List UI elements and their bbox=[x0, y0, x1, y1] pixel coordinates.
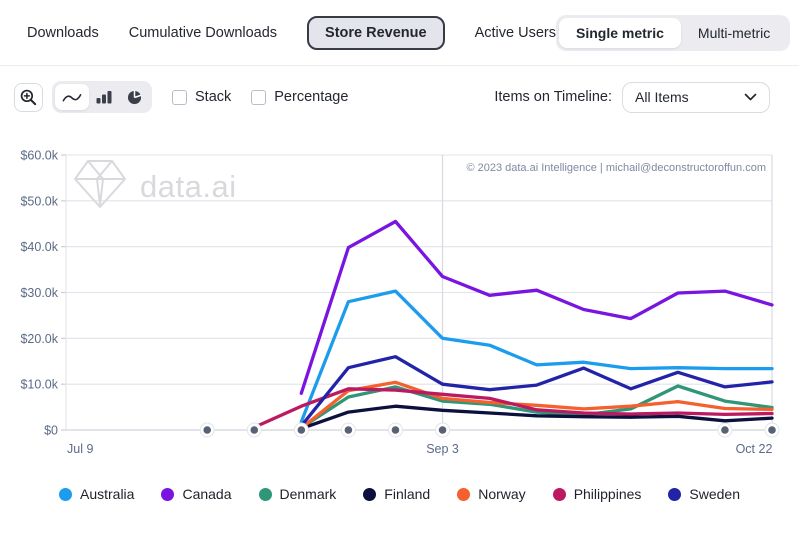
chart-toolbar: Stack Percentage Items on Timeline: All … bbox=[0, 66, 799, 128]
y-axis-label: $30.0k bbox=[20, 286, 58, 300]
metric-option-multi-metric[interactable]: Multi-metric bbox=[697, 24, 771, 41]
store-revenue-line-chart[interactable]: $60.0k $50.0k $40.0k $30.0k $20.0k $10.0k $0 da… bbox=[0, 145, 799, 465]
stack-label: Stack bbox=[195, 89, 232, 105]
legend-swatch-icon bbox=[668, 487, 682, 501]
line-chart-type-button[interactable] bbox=[55, 84, 89, 110]
legend-item-denmark[interactable]: Denmark bbox=[258, 486, 337, 502]
percentage-label: Percentage bbox=[274, 89, 349, 105]
chart-canvas: $60.0k $50.0k $40.0k $30.0k $20.0k $10.0k $0 da… bbox=[20, 149, 780, 456]
zoom-selection-button[interactable] bbox=[14, 82, 43, 112]
stack-option: Stack bbox=[172, 89, 231, 105]
timeline-marker-dot bbox=[344, 426, 353, 434]
timeline-marker-dot bbox=[203, 426, 211, 434]
timeline-marker-dot bbox=[768, 426, 776, 434]
copyright-text: © 2023 data.ai Intelligence | michail@de… bbox=[466, 162, 766, 174]
legend-label: Canada bbox=[182, 486, 232, 502]
legend-label: Sweden bbox=[689, 486, 740, 502]
legend-item-finland[interactable]: Finland bbox=[363, 486, 430, 502]
legend-swatch-icon bbox=[161, 487, 175, 501]
items-dropdown-value: All Items bbox=[635, 89, 689, 105]
items-on-timeline-label: Items on Timeline: bbox=[494, 89, 612, 105]
legend-label: Philippines bbox=[573, 486, 642, 502]
metric-tabs: Downloads Cumulative Downloads Store Reven… bbox=[27, 15, 556, 50]
series-line-finland bbox=[299, 404, 774, 431]
x-axis-label: Oct 22 bbox=[736, 442, 773, 456]
y-axis-label: $10.0k bbox=[20, 378, 58, 392]
timeline-marker-dot bbox=[391, 426, 400, 434]
legend-item-norway[interactable]: Norway bbox=[457, 486, 526, 502]
timeline-marker-dot bbox=[721, 426, 729, 434]
pie-chart-icon bbox=[127, 90, 141, 104]
legend-swatch-icon bbox=[363, 487, 377, 501]
series-line-canada bbox=[299, 219, 774, 395]
y-axis-label: $60.0k bbox=[20, 149, 58, 163]
legend-swatch-icon bbox=[552, 487, 566, 501]
tab-active-users[interactable]: Active Users bbox=[474, 24, 556, 41]
data-ai-logo-icon bbox=[74, 160, 126, 208]
legend-label: Finland bbox=[384, 486, 431, 502]
legend-swatch-icon bbox=[58, 487, 72, 501]
magnifier-plus-icon bbox=[20, 89, 37, 105]
legend-item-philippines[interactable]: Philippines bbox=[552, 486, 642, 502]
series-line-philippines bbox=[252, 387, 774, 429]
series-line-norway bbox=[299, 380, 774, 430]
watermark-text: data.ai bbox=[140, 169, 237, 204]
tab-downloads[interactable]: Downloads bbox=[27, 24, 99, 41]
timeline-marker-dot bbox=[438, 426, 447, 434]
y-axis-label: $0 bbox=[44, 424, 58, 438]
pie-chart-type-button[interactable] bbox=[119, 84, 149, 110]
x-axis-label: Jul 9 bbox=[67, 442, 93, 456]
bar-chart-type-button[interactable] bbox=[89, 84, 119, 110]
percentage-checkbox[interactable] bbox=[251, 89, 267, 105]
line-chart-icon bbox=[62, 93, 82, 101]
legend-label: Norway bbox=[478, 486, 526, 502]
legend-item-sweden[interactable]: Sweden bbox=[668, 486, 740, 502]
header-bar: Downloads Cumulative Downloads Store Reven… bbox=[0, 0, 799, 66]
timeline-marker-dot bbox=[297, 426, 306, 434]
y-axis-label: $50.0k bbox=[20, 194, 58, 208]
tab-store-revenue[interactable]: Store Revenue bbox=[307, 15, 445, 50]
stack-checkbox[interactable] bbox=[172, 89, 187, 105]
y-axis-label: $40.0k bbox=[20, 240, 58, 254]
legend-swatch-icon bbox=[258, 487, 272, 501]
series-line-sweden bbox=[299, 355, 774, 428]
y-axis-label: $20.0k bbox=[20, 332, 58, 346]
metric-option-single-metric[interactable]: Single metric bbox=[558, 17, 681, 48]
items-on-timeline-dropdown[interactable]: All Items bbox=[622, 81, 770, 113]
x-axis-label: Sep 3 bbox=[426, 442, 459, 456]
chevron-down-icon bbox=[744, 93, 757, 101]
legend-label: Australia bbox=[79, 486, 135, 502]
timeline-marker-dot bbox=[250, 426, 259, 434]
bar-chart-icon bbox=[96, 91, 111, 104]
chart-type-switcher bbox=[52, 81, 152, 113]
percentage-option: Percentage bbox=[251, 89, 348, 105]
tab-cumulative-downloads[interactable]: Cumulative Downloads bbox=[128, 24, 278, 41]
series-line-australia bbox=[299, 289, 774, 424]
items-on-timeline-control: Items on Timeline: All Items bbox=[494, 81, 770, 113]
metric-mode-toggle: Single metric Multi-metric bbox=[555, 14, 791, 51]
legend-swatch-icon bbox=[457, 487, 471, 501]
legend-item-australia[interactable]: Australia bbox=[58, 486, 135, 502]
chart-legend: Australia Canada Denmark Finland Norway Phili… bbox=[0, 486, 799, 502]
legend-label: Denmark bbox=[279, 486, 337, 502]
legend-item-canada[interactable]: Canada bbox=[161, 486, 232, 502]
